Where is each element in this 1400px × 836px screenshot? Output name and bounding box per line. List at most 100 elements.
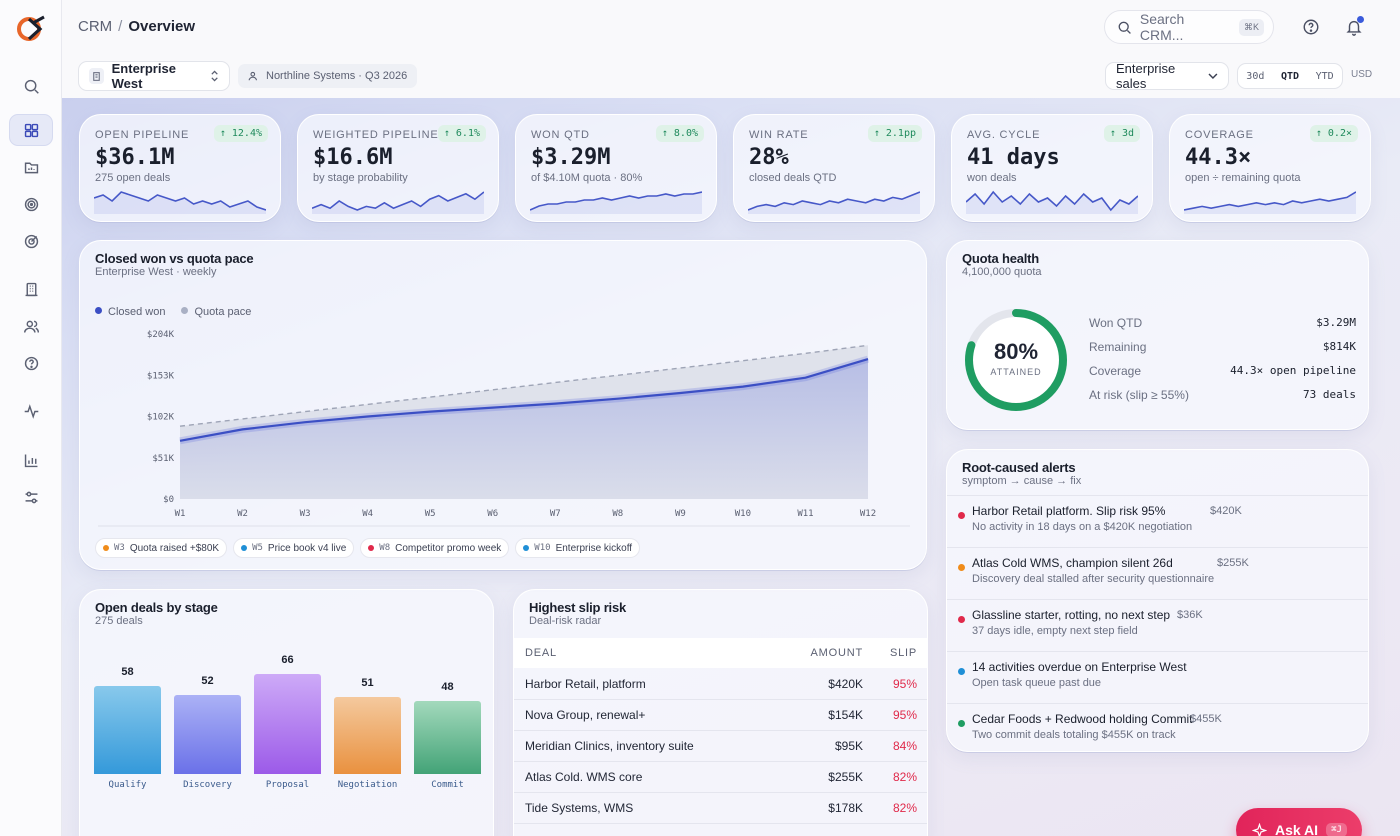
stage-bar[interactable] bbox=[94, 686, 161, 774]
card-title: Root-caused alerts bbox=[962, 460, 1076, 475]
y-tick-label: $204K bbox=[147, 330, 175, 340]
chart-annotation-chip[interactable]: W3 Quota raised +$80K bbox=[95, 538, 228, 558]
kpi-sparkline bbox=[530, 191, 702, 214]
alert-title: Cedar Foods + Redwood holding Commit bbox=[972, 712, 1193, 726]
kpi-card[interactable]: OPEN PIPELINE ↑ 12.4% $36.1M 275 open deals bbox=[79, 114, 281, 222]
quota-stat-label: At risk (slip ≥ 55%) bbox=[1089, 388, 1189, 402]
annotation-week: W8 bbox=[379, 543, 391, 553]
column-amount[interactable]: AMOUNT bbox=[810, 647, 863, 659]
sparkline-line bbox=[94, 191, 266, 211]
table-row[interactable]: Harbor Retail, platform $420K 95% bbox=[514, 669, 927, 700]
legend-quota-pace[interactable]: Quota pace bbox=[181, 306, 251, 318]
help-icon[interactable] bbox=[1302, 18, 1320, 36]
nav-settings-icon[interactable] bbox=[9, 481, 53, 513]
stage-label: Qualify bbox=[108, 780, 147, 790]
kpi-value: 44.3× bbox=[1185, 145, 1252, 170]
kpi-value: $3.29M bbox=[531, 145, 611, 170]
currency-label[interactable]: USD bbox=[1351, 69, 1373, 80]
alert-severity-dot bbox=[958, 512, 965, 519]
nav-goals-icon[interactable] bbox=[9, 188, 53, 220]
column-slip[interactable]: SLIP bbox=[889, 647, 917, 659]
kpi-card[interactable]: WIN RATE ↑ 2.1pp 28% closed deals QTD bbox=[733, 114, 935, 222]
chart-annotation-chip[interactable]: W5 Price book v4 live bbox=[233, 538, 355, 558]
range-option[interactable]: YTD bbox=[1315, 70, 1334, 82]
nav-dashboard-icon[interactable] bbox=[9, 114, 53, 146]
quota-stat-label: Remaining bbox=[1089, 340, 1147, 354]
x-tick-label: W7 bbox=[550, 509, 561, 519]
nav-contacts-icon[interactable] bbox=[9, 310, 53, 342]
quota-attained-percent: 80% bbox=[993, 339, 1039, 364]
x-tick-label: W6 bbox=[487, 509, 498, 519]
range-option-selected[interactable]: QTD bbox=[1280, 70, 1300, 82]
search-input[interactable]: Search CRM... ⌘K bbox=[1104, 10, 1274, 44]
card-subtitle: symptom → cause → fix bbox=[962, 475, 1082, 487]
deal-amount: $255K bbox=[828, 770, 863, 784]
chart-annotation-chip[interactable]: W10 Enterprise kickoff bbox=[515, 538, 641, 558]
stage-count: 48 bbox=[441, 681, 454, 694]
nav-pipeline-icon[interactable] bbox=[9, 151, 53, 183]
chart-annotation-chip[interactable]: W8 Competitor promo week bbox=[360, 538, 510, 558]
column-deal[interactable]: DEAL bbox=[525, 647, 557, 659]
table-row[interactable]: Atlas Cold. WMS core $255K 82% bbox=[514, 762, 927, 793]
x-tick-label: W3 bbox=[300, 509, 311, 519]
deal-slip-percent: 82% bbox=[892, 770, 917, 784]
company-chip[interactable]: Northline Systems · Q3 2026 bbox=[238, 64, 418, 88]
notifications-bell-icon[interactable] bbox=[1345, 18, 1363, 36]
kpi-card[interactable]: WEIGHTED PIPELINE ↑ 6.1% $16.6M by stage pr… bbox=[297, 114, 499, 222]
y-tick-label: $153K bbox=[147, 371, 175, 381]
annotation-dot bbox=[241, 545, 248, 551]
kpi-sparkline bbox=[312, 191, 484, 214]
nav-reports-icon[interactable] bbox=[9, 444, 53, 476]
nav-forecast-icon[interactable] bbox=[9, 225, 53, 257]
alert-item[interactable]: Harbor Retail platform. Slip risk 95% $42… bbox=[947, 495, 1368, 547]
alert-subtext: 37 days idle, empty next step field bbox=[972, 625, 1138, 637]
deal-amount: $95K bbox=[834, 739, 863, 753]
quota-stat-row: Won QTD $3.29M bbox=[1089, 316, 1356, 330]
legend-closed-won[interactable]: Closed won bbox=[95, 306, 165, 318]
kpi-card[interactable]: COVERAGE ↑ 0.2× 44.3× open ÷ remaining quot… bbox=[1169, 114, 1371, 222]
kpi-card[interactable]: WON QTD ↑ 8.0% $3.29M of $4.10M quota · 80% bbox=[515, 114, 717, 222]
building-icon bbox=[89, 68, 104, 84]
table-row[interactable]: Meridian Clinics, inventory suite $95K 84% bbox=[514, 731, 927, 762]
closed-won-line bbox=[179, 358, 869, 442]
stage-bar[interactable] bbox=[254, 674, 321, 774]
alert-item[interactable]: Glassline starter, rotting, no next step… bbox=[947, 599, 1368, 651]
quota-stat-label: Coverage bbox=[1089, 364, 1142, 378]
breadcrumb: CRM / Overview bbox=[78, 18, 195, 35]
brand-logo-icon[interactable] bbox=[16, 14, 46, 44]
nav-activity-icon[interactable] bbox=[9, 395, 53, 427]
highest-slip-risk-card: Highest slip risk Deal-risk radar DEAL A… bbox=[513, 589, 928, 836]
alert-item[interactable]: 14 activities overdue on Enterprise West… bbox=[947, 651, 1368, 703]
breadcrumb-root[interactable]: CRM bbox=[78, 18, 113, 35]
stage-count: 52 bbox=[201, 675, 214, 688]
stage-count: 58 bbox=[121, 666, 134, 679]
quota-stat-value: $814K bbox=[1322, 340, 1356, 353]
stage-bar[interactable] bbox=[334, 696, 401, 774]
table-row[interactable]: Nova Group, renewal+ $154K 95% bbox=[514, 700, 927, 731]
search-icon bbox=[1118, 21, 1131, 34]
quota-attainment-ring bbox=[965, 309, 1067, 411]
nav-accounts-icon[interactable] bbox=[9, 273, 53, 305]
ask-ai-button[interactable]: Ask AI ⌘J bbox=[1236, 808, 1362, 836]
stage-bar[interactable] bbox=[174, 695, 241, 774]
segment-value: Enterprise West bbox=[111, 61, 176, 91]
alert-item[interactable]: Cedar Foods + Redwood holding Commit $455… bbox=[947, 703, 1368, 751]
deal-amount: $420K bbox=[828, 677, 863, 691]
alert-amount: $420K bbox=[1210, 505, 1242, 517]
segment-select[interactable]: Enterprise West bbox=[78, 61, 230, 91]
deal-amount: $178K bbox=[828, 801, 863, 815]
chevron-updown-icon bbox=[211, 70, 218, 82]
kpi-card[interactable]: AVG. CYCLE ↑ 3d 41 days won deals bbox=[951, 114, 1153, 222]
range-option[interactable]: 30d bbox=[1246, 70, 1265, 82]
nav-help-icon[interactable] bbox=[9, 347, 53, 379]
table-row[interactable]: Tide Systems, WMS $178K 82% bbox=[514, 793, 927, 824]
nav-search-icon[interactable] bbox=[9, 70, 53, 102]
stage-bar[interactable] bbox=[414, 701, 481, 774]
alert-severity-dot bbox=[958, 668, 965, 675]
sparkline-line bbox=[312, 191, 484, 211]
deal-slip-percent: 95% bbox=[892, 677, 917, 691]
view-select[interactable]: Enterprise sales bbox=[1105, 61, 1229, 91]
kpi-delta-badge: ↑ 12.4% bbox=[213, 125, 268, 142]
alert-item[interactable]: Atlas Cold WMS, champion silent 26d $255K… bbox=[947, 547, 1368, 599]
company-label: Northline Systems · Q3 2026 bbox=[266, 70, 408, 82]
